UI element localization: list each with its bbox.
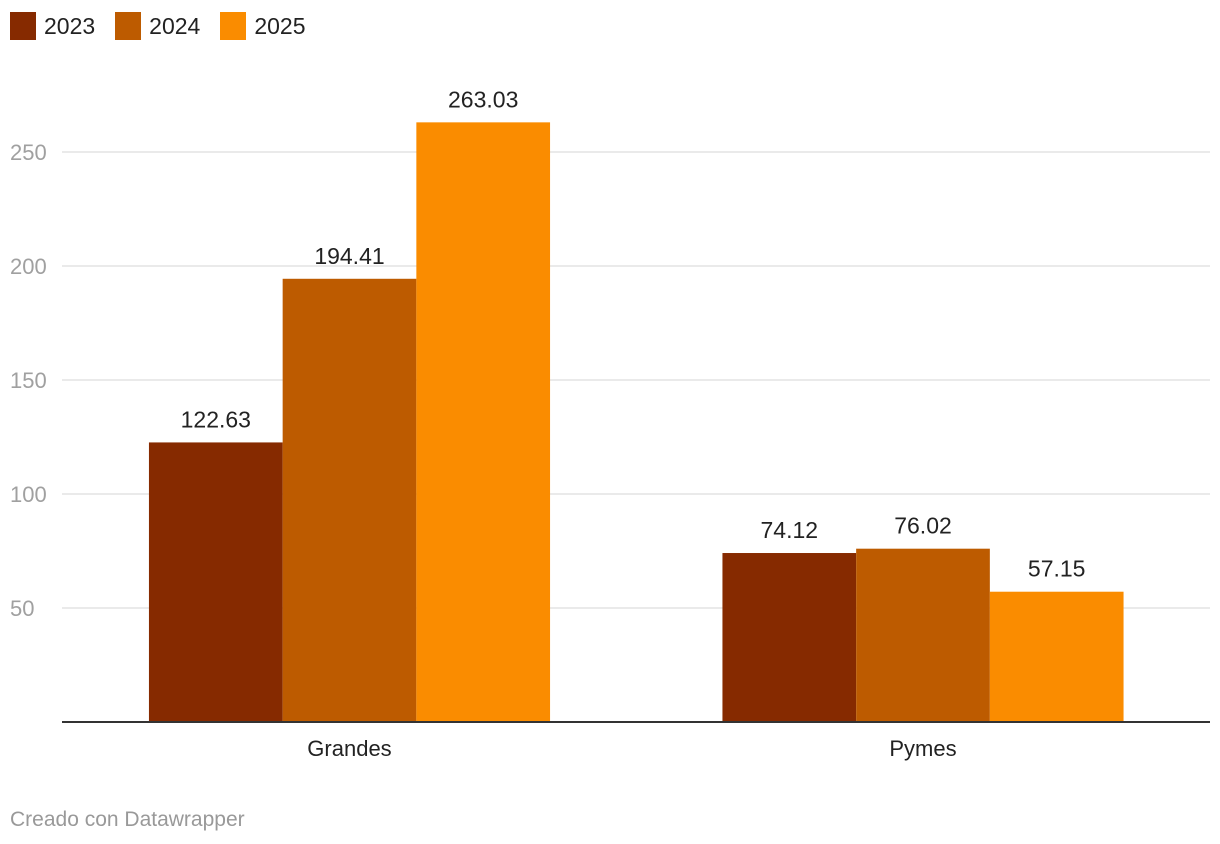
y-tick-label-50: 50 [10, 596, 34, 621]
value-label-pymes-2024: 76.02 [894, 513, 952, 539]
value-label-grandes-2024: 194.41 [314, 243, 384, 269]
bar-grandes-2023 [148, 442, 283, 722]
bar-grandes-2024 [282, 278, 417, 722]
legend-label-2024: 2024 [149, 12, 201, 39]
bar-pymes-2023 [722, 553, 857, 722]
value-label-pymes-2025: 57.15 [1028, 556, 1086, 582]
y-tick-label-150: 150 [10, 368, 47, 393]
x-category-label-grandes: Grandes [307, 736, 391, 761]
y-tick-label-250: 250 [10, 140, 47, 165]
y-tick-label-200: 200 [10, 254, 47, 279]
bar-grandes-2025 [416, 122, 551, 722]
legend-swatch-2023 [10, 12, 36, 40]
value-label-pymes-2023: 74.12 [761, 517, 819, 543]
legend-swatch-2024 [115, 12, 142, 40]
legend-label-2023: 2023 [44, 12, 96, 39]
bar-pymes-2025 [989, 591, 1124, 722]
value-label-grandes-2023: 122.63 [181, 406, 251, 432]
bar-pymes-2024 [856, 548, 990, 722]
chart-legend: 2023 2024 2025 [10, 12, 306, 40]
credit-text: Creado con Datawrapper [10, 808, 245, 831]
legend-label-2025: 2025 [254, 12, 306, 39]
legend-item-2025: 2025 [220, 12, 306, 40]
x-category-label-pymes: Pymes [889, 736, 956, 761]
value-label-grandes-2025: 263.03 [448, 86, 518, 112]
y-tick-label-100: 100 [10, 482, 47, 507]
legend-swatch-2025 [220, 12, 247, 40]
legend-item-2023: 2023 [10, 12, 95, 40]
legend-item-2024: 2024 [115, 12, 200, 40]
